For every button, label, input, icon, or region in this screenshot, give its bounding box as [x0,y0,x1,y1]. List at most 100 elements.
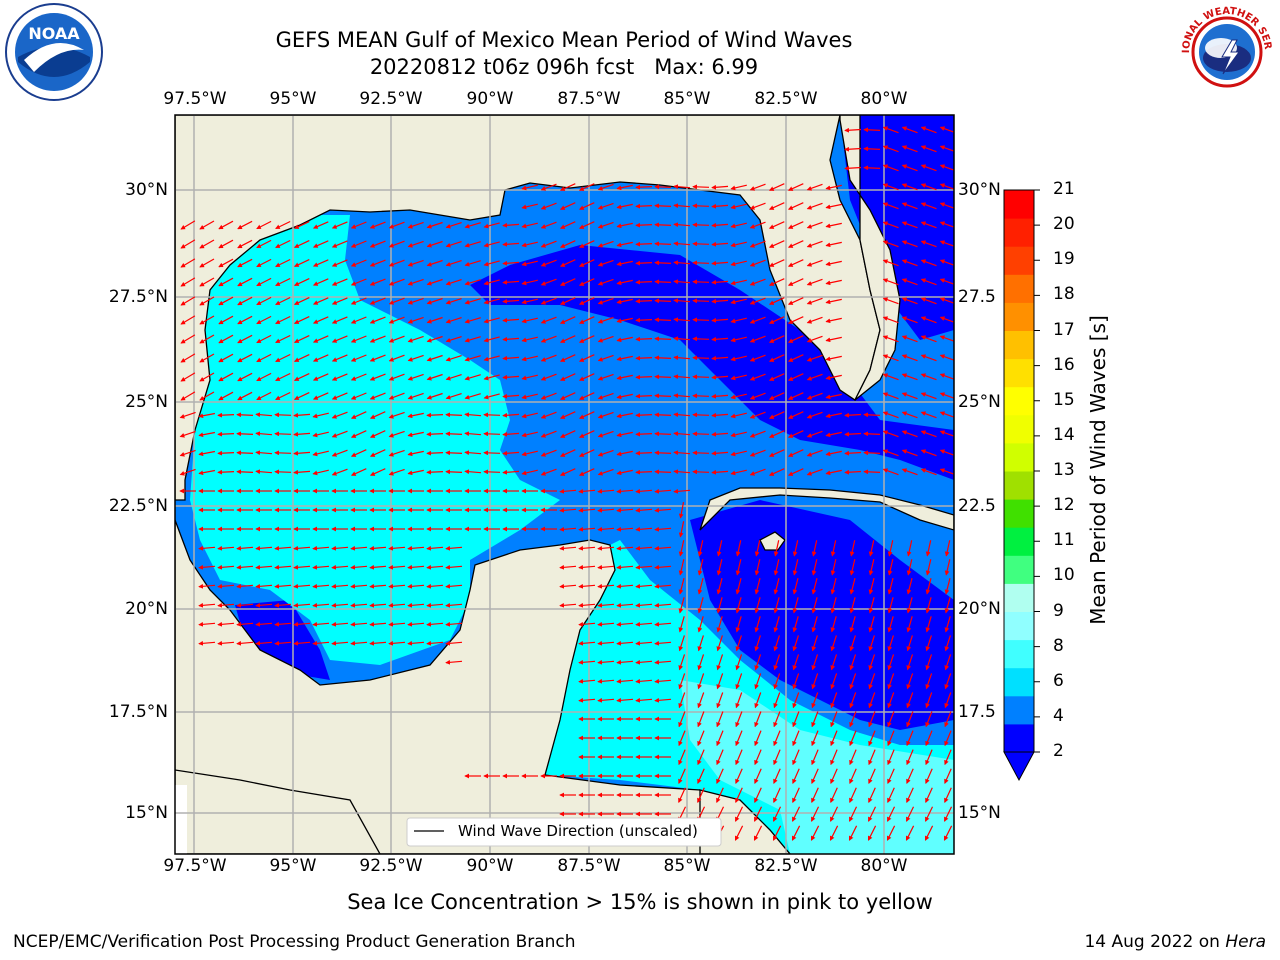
wind-wave-arrow [920,468,937,476]
wind-wave-arrow [331,373,348,381]
wind-wave-arrow [426,412,444,418]
wind-wave-arrow [407,335,424,343]
wind-wave-arrow [939,278,954,285]
wind-wave-arrow [350,621,368,627]
wind-wave-arrow [654,184,672,190]
wind-wave-arrow [849,711,857,728]
wind-wave-arrow [312,450,329,457]
wind-wave-arrow [825,355,842,362]
lon-tick-bottom: 87.5°W [557,856,621,876]
colorbar-segment [1004,667,1034,697]
wind-wave-arrow [275,258,291,268]
wind-wave-arrow [578,602,596,608]
wind-wave-arrow [925,635,932,652]
wind-wave-arrow [559,392,576,400]
wind-wave-arrow [920,354,937,362]
colorbar-tick-label: 17 [1053,319,1075,340]
wind-wave-arrow [944,559,951,576]
wind-wave-arrow [502,279,520,285]
wind-wave-arrow [773,768,781,785]
wind-wave-arrow [331,354,348,362]
wind-wave-arrow [792,768,800,785]
wind-wave-arrow [906,673,914,690]
wind-wave-arrow [217,583,235,589]
wind-wave-arrow [597,297,614,305]
wind-wave-arrow [692,203,710,209]
wind-wave-arrow [806,392,823,400]
wind-wave-arrow [616,317,633,324]
wind-wave-arrow [673,203,691,209]
wind-wave-arrow [388,316,405,324]
wind-wave-arrow [369,373,386,381]
wind-wave-arrow [635,222,653,228]
wind-wave-arrow [906,692,914,709]
wind-wave-arrow [920,430,937,438]
wind-wave-arrow [844,165,862,171]
wind-wave-arrow [521,355,538,362]
ocean-band-4-6-west [190,215,560,665]
wind-wave-arrow [678,749,686,766]
missing-data [175,785,187,854]
wind-wave-arrow [369,240,386,248]
wind-wave-arrow [844,127,862,133]
wind-wave-arrow [849,768,857,785]
wind-wave-arrow [521,203,538,210]
wind-wave-arrow [350,297,367,305]
wind-wave-arrow [236,564,254,570]
wind-wave-arrow [407,373,424,381]
wind-wave-arrow [407,431,424,438]
wind-wave-arrow [730,203,747,210]
wind-wave-arrow [407,412,424,419]
wind-wave-arrow [792,749,800,766]
colorbar-segment [1004,527,1034,556]
wind-wave-arrow [787,316,804,324]
lat-tick-right: 17.5 [958,702,996,722]
wind-wave-arrow [924,806,934,822]
wind-wave-arrow [773,654,781,671]
wind-wave-arrow [635,203,653,209]
wind-wave-arrow [830,540,837,557]
wind-wave-arrow [198,583,216,589]
lat-tick-right: 25°N [958,392,1001,412]
wind-wave-arrow [773,692,781,709]
wind-wave-arrow [407,583,425,589]
wind-wave-arrow [274,450,292,456]
wind-wave-arrow [735,616,742,633]
wind-wave-arrow [331,392,348,400]
lat-tick-left: 25°N [125,392,168,412]
wind-wave-arrow [863,127,881,133]
wind-wave-arrow [483,241,500,248]
wind-wave-arrow [887,673,895,690]
wind-wave-arrow [180,391,196,401]
wind-wave-arrow [198,621,216,627]
wind-wave-arrow [697,692,705,709]
wind-wave-arrow [697,540,704,557]
wind-wave-arrow [753,825,763,841]
wind-wave-arrow [275,277,291,287]
wind-wave-arrow [237,239,253,249]
wind-wave-arrow [806,316,823,324]
lat-tick-right: 30°N [958,180,1001,200]
wind-wave-arrow [711,260,729,266]
wind-wave-arrow [901,202,918,210]
wind-wave-arrow [678,521,685,538]
wind-wave-arrow [901,335,918,343]
wind-wave-arrow [882,468,899,476]
wind-wave-arrow [711,374,729,380]
wind-wave-arrow [426,240,443,248]
wind-wave-arrow [830,578,837,595]
wind-wave-arrow [792,635,799,652]
wind-wave-arrow [768,468,785,476]
colorbar-segment [1004,386,1034,416]
wind-wave-arrow [806,183,823,191]
wind-wave-arrow [464,317,481,324]
wind-wave-arrow [445,621,463,627]
wind-wave-arrow [445,336,462,343]
wind-wave-arrow [540,297,557,305]
wind-wave-arrow [540,335,557,343]
wind-wave-arrow [198,564,216,570]
wind-wave-arrow [483,279,500,286]
wind-wave-arrow [787,373,804,381]
wind-wave-arrow [925,768,933,785]
wind-wave-arrow [887,616,894,633]
